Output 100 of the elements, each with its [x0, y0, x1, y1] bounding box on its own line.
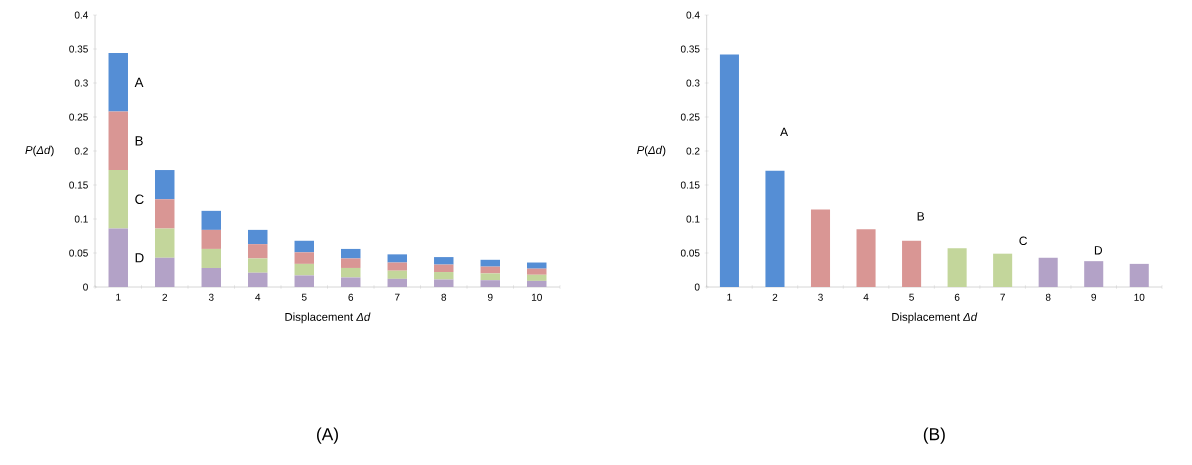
- bar: [527, 274, 547, 281]
- annotation: D: [1094, 246, 1103, 255]
- x-tick-label: 8: [1045, 293, 1051, 301]
- y-tick-label: 0.05: [680, 249, 700, 257]
- x-axis-title: Displacement Δd: [285, 312, 371, 324]
- bar: [201, 267, 221, 287]
- y-tick-label: 0.25: [680, 113, 700, 121]
- bar: [527, 268, 547, 275]
- bar: [902, 240, 922, 287]
- bar: [387, 278, 407, 287]
- bar: [108, 111, 128, 171]
- x-tick-label: 9: [487, 293, 493, 301]
- y-tick-label: 0.3: [74, 79, 88, 87]
- bar: [341, 248, 361, 259]
- bar: [480, 273, 500, 281]
- bar: [248, 244, 268, 259]
- bar: [201, 248, 221, 268]
- bar: [1038, 257, 1058, 287]
- bar: [1129, 263, 1149, 287]
- y-tick-label: 0.2: [686, 147, 700, 155]
- bar: [480, 259, 500, 267]
- annotation: A: [780, 127, 789, 137]
- y-tick-label: 0.1: [74, 215, 88, 223]
- bar: [201, 229, 221, 249]
- bar: [434, 264, 454, 273]
- x-tick-label: 5: [909, 293, 914, 301]
- y-axis-title: P(Δd): [637, 145, 666, 157]
- bar: [108, 53, 128, 112]
- x-tick-label: 4: [255, 293, 261, 301]
- series-label: C: [135, 194, 144, 204]
- bar: [387, 262, 407, 271]
- y-tick-label: 0.25: [69, 113, 88, 121]
- bar: [719, 54, 739, 287]
- bar: [527, 280, 547, 287]
- x-tick-label: 4: [863, 293, 869, 301]
- bar: [387, 270, 407, 279]
- x-tick-label: 1: [727, 293, 732, 301]
- x-tick-label: 2: [162, 293, 168, 301]
- bar: [248, 229, 268, 245]
- bar: [201, 210, 221, 230]
- bar: [765, 170, 785, 287]
- x-tick-label: 6: [348, 293, 354, 301]
- bar: [294, 252, 314, 264]
- x-tick-label: 3: [818, 293, 823, 301]
- y-tick-label: 0.1: [686, 215, 700, 223]
- x-tick-label: 6: [954, 293, 960, 301]
- x-tick-label: 8: [441, 293, 447, 301]
- x-tick-label: 10: [1134, 293, 1145, 301]
- bar: [434, 279, 454, 287]
- annotation: B: [917, 212, 925, 221]
- y-tick-label: 0.15: [69, 181, 88, 189]
- bar: [155, 199, 175, 229]
- bar: [108, 228, 128, 287]
- x-tick-label: 10: [531, 293, 542, 301]
- x-axis-title: Displacement Δd: [892, 312, 978, 324]
- y-tick-label: 0.4: [74, 11, 88, 19]
- bar: [341, 267, 361, 278]
- bar: [1084, 261, 1104, 287]
- y-tick-label: 0.2: [74, 147, 88, 155]
- y-tick-label: 0.15: [680, 181, 700, 189]
- bar: [248, 258, 268, 273]
- text: (B): [923, 427, 945, 444]
- bar: [434, 272, 454, 280]
- y-tick-label: 0: [694, 283, 700, 291]
- bar: [108, 170, 128, 229]
- x-tick-label: 3: [208, 293, 214, 301]
- series-label: D: [135, 253, 144, 263]
- y-tick-label: 0.4: [686, 11, 700, 19]
- bar: [294, 240, 314, 253]
- series-label: B: [135, 136, 143, 146]
- x-tick-label: 2: [772, 293, 778, 301]
- bar: [527, 262, 547, 269]
- x-tick-label: 1: [116, 293, 121, 301]
- y-tick-label: 0: [83, 283, 88, 291]
- y-tick-label: 0.35: [680, 45, 700, 53]
- bar: [294, 275, 314, 287]
- text: (A): [317, 427, 338, 444]
- bar: [155, 257, 175, 287]
- bar: [810, 209, 831, 287]
- x-tick-label: 9: [1091, 293, 1097, 301]
- bar: [341, 277, 361, 287]
- bar: [480, 280, 500, 287]
- bar: [434, 257, 454, 265]
- x-tick-label: 5: [301, 293, 307, 301]
- bar: [155, 170, 175, 200]
- y-axis-title: P(Δd): [25, 145, 54, 157]
- y-tick-label: 0.35: [69, 45, 88, 53]
- x-tick-label: 7: [1000, 293, 1005, 301]
- bar: [248, 272, 268, 287]
- bar: [341, 258, 361, 268]
- x-tick-label: 7: [395, 293, 400, 301]
- bar: [993, 253, 1013, 287]
- bar: [856, 229, 876, 287]
- bar: [294, 263, 314, 276]
- y-tick-label: 0.05: [69, 249, 88, 257]
- bar: [155, 228, 175, 258]
- bar: [947, 248, 967, 287]
- bar: [387, 254, 407, 263]
- annotation: C: [1019, 236, 1028, 246]
- y-tick-label: 0.3: [686, 79, 700, 87]
